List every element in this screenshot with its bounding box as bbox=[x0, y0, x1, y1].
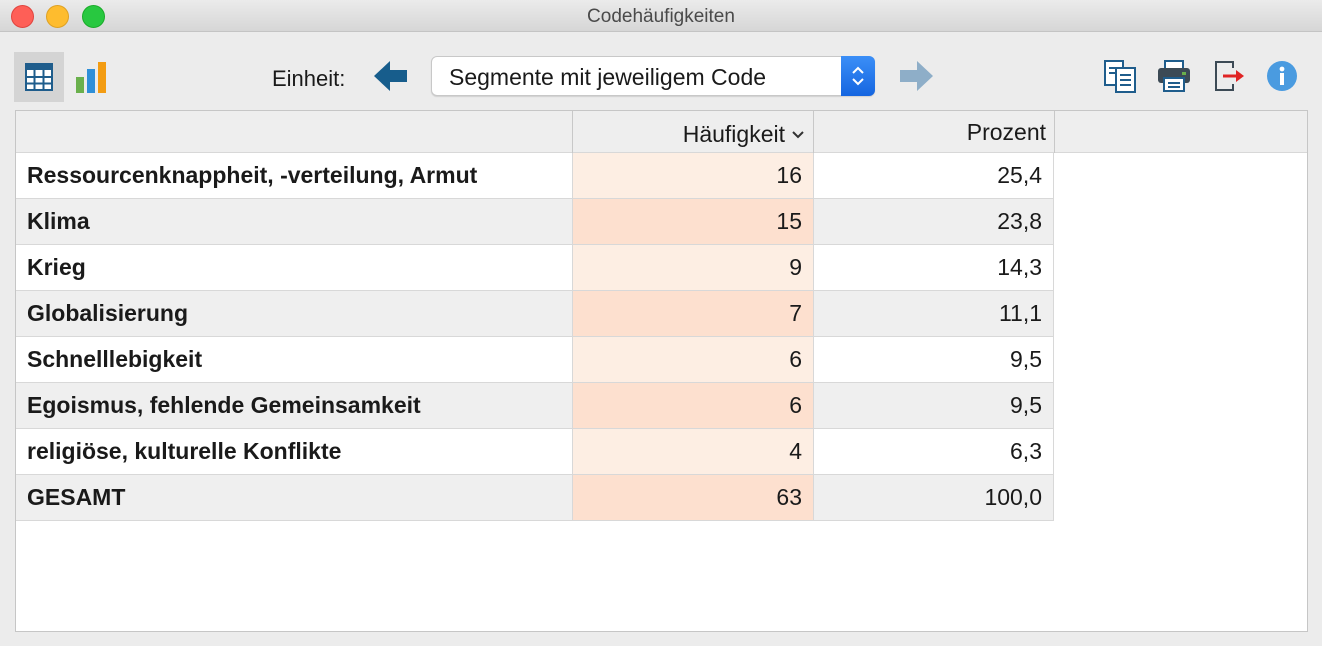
minimize-window-button[interactable] bbox=[46, 5, 69, 28]
unit-select-value: Segmente mit jeweiligem Code bbox=[449, 64, 767, 90]
percent-cell: 23,8 bbox=[814, 199, 1054, 244]
code-name-cell: religiöse, kulturelle Konflikte bbox=[16, 429, 573, 474]
zoom-window-button[interactable] bbox=[82, 5, 105, 28]
export-icon bbox=[1215, 61, 1244, 91]
select-stepper[interactable] bbox=[841, 56, 875, 96]
print-button[interactable] bbox=[1149, 51, 1199, 101]
percent-cell: 6,3 bbox=[814, 429, 1054, 474]
table-grid-icon bbox=[25, 63, 53, 91]
table-row[interactable]: Klima 15 23,8 bbox=[16, 199, 1054, 245]
unit-label: Einheit: bbox=[272, 66, 346, 91]
table-header: Häufigkeit Prozent bbox=[16, 111, 1307, 153]
table-row[interactable]: Krieg 9 14,3 bbox=[16, 245, 1054, 291]
percent-cell: 11,1 bbox=[814, 291, 1054, 336]
frequency-cell: 4 bbox=[573, 429, 814, 474]
code-name-cell: Egoismus, fehlende Gemeinsamkeit bbox=[16, 383, 573, 428]
sort-descending-icon bbox=[791, 111, 805, 153]
next-unit-button[interactable] bbox=[891, 51, 941, 101]
unit-select[interactable]: Segmente mit jeweiligem Code bbox=[431, 56, 875, 96]
chevron-up-down-icon bbox=[852, 66, 864, 86]
table-row[interactable]: Ressourcenknappheit, -verteilung, Armut … bbox=[16, 153, 1054, 199]
frequency-cell: 7 bbox=[573, 291, 814, 336]
code-name-cell: GESAMT bbox=[16, 475, 573, 520]
copy-button[interactable] bbox=[1095, 51, 1145, 101]
toolbar: Einheit: Segmente mit jeweiligem Code bbox=[0, 33, 1322, 109]
frequency-cell: 6 bbox=[573, 337, 814, 382]
percent-cell: 9,5 bbox=[814, 337, 1054, 382]
frequency-cell: 15 bbox=[573, 199, 814, 244]
column-header-percent[interactable]: Prozent bbox=[814, 111, 1055, 153]
window-title: Codehäufigkeiten bbox=[587, 6, 735, 27]
table-row[interactable]: Globalisierung 7 11,1 bbox=[16, 291, 1054, 337]
table-row[interactable]: Schnelllebigkeit 6 9,5 bbox=[16, 337, 1054, 383]
code-name-cell: Krieg bbox=[16, 245, 573, 290]
copy-icon bbox=[1104, 60, 1136, 93]
bar-chart-icon bbox=[76, 62, 106, 93]
info-icon bbox=[1267, 61, 1297, 91]
arrow-right-icon bbox=[900, 61, 933, 91]
chart-view-button[interactable] bbox=[66, 52, 116, 102]
percent-cell: 100,0 bbox=[814, 475, 1054, 520]
code-name-cell: Globalisierung bbox=[16, 291, 573, 336]
column-header-frequency[interactable]: Häufigkeit bbox=[573, 111, 814, 153]
percent-cell: 9,5 bbox=[814, 383, 1054, 428]
export-button[interactable] bbox=[1204, 51, 1254, 101]
column-header-code[interactable] bbox=[16, 111, 573, 153]
table-row[interactable]: Egoismus, fehlende Gemeinsamkeit 6 9,5 bbox=[16, 383, 1054, 429]
percent-cell: 14,3 bbox=[814, 245, 1054, 290]
code-name-cell: Schnelllebigkeit bbox=[16, 337, 573, 382]
info-button[interactable] bbox=[1257, 51, 1307, 101]
percent-cell: 25,4 bbox=[814, 153, 1054, 198]
code-name-cell: Ressourcenknappheit, -verteilung, Armut bbox=[16, 153, 573, 198]
frequency-cell: 16 bbox=[573, 153, 814, 198]
table-row-total[interactable]: GESAMT 63 100,0 bbox=[16, 475, 1054, 521]
table-row[interactable]: religiöse, kulturelle Konflikte 4 6,3 bbox=[16, 429, 1054, 475]
close-window-button[interactable] bbox=[11, 5, 34, 28]
arrow-left-icon bbox=[374, 61, 407, 91]
title-bar: Codehäufigkeiten bbox=[0, 0, 1322, 32]
frequency-cell: 6 bbox=[573, 383, 814, 428]
column-header-frequency-label: Häufigkeit bbox=[682, 121, 785, 147]
table-view-button[interactable] bbox=[14, 52, 64, 102]
previous-unit-button[interactable] bbox=[366, 51, 416, 101]
code-name-cell: Klima bbox=[16, 199, 573, 244]
printer-icon bbox=[1158, 60, 1190, 92]
frequency-cell: 9 bbox=[573, 245, 814, 290]
frequency-table: Häufigkeit Prozent Ressourcenknappheit, … bbox=[15, 110, 1308, 632]
frequency-cell: 63 bbox=[573, 475, 814, 520]
